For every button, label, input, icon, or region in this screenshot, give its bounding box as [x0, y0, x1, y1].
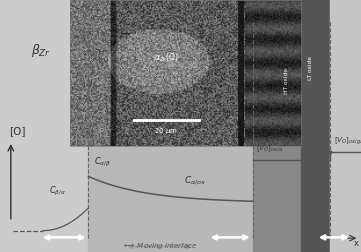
Bar	[253, 0, 301, 252]
Text: $\beta_{Zr}$: $\beta_{Zr}$	[31, 42, 52, 59]
Bar	[301, 0, 330, 252]
Text: $[V_O]_{ox/\alpha}$: $[V_O]_{ox/\alpha}$	[256, 143, 284, 154]
Bar	[70, 0, 301, 146]
Text: 20 $\mu$m: 20 $\mu$m	[154, 126, 178, 136]
Text: [O]: [O]	[9, 126, 26, 136]
Text: $C_{\alpha/\beta}$: $C_{\alpha/\beta}$	[94, 156, 111, 169]
Text: x: x	[354, 239, 359, 248]
Text: HT oxide: HT oxide	[284, 68, 290, 94]
Bar	[0, 0, 88, 252]
Text: $[V_O]_{ox/gas}$: $[V_O]_{ox/gas}$	[334, 136, 361, 147]
Text: LT oxide: LT oxide	[308, 56, 313, 80]
Text: $\alpha_{Zr}$(O): $\alpha_{Zr}$(O)	[154, 52, 178, 64]
Bar	[330, 0, 361, 252]
Text: $C_{\beta/\alpha}$: $C_{\beta/\alpha}$	[49, 185, 66, 198]
Text: $\longleftrightarrow$ Moving interface: $\longleftrightarrow$ Moving interface	[122, 240, 197, 251]
Text: $C_{\alpha/ox}$: $C_{\alpha/ox}$	[184, 174, 206, 186]
Bar	[88, 0, 253, 252]
